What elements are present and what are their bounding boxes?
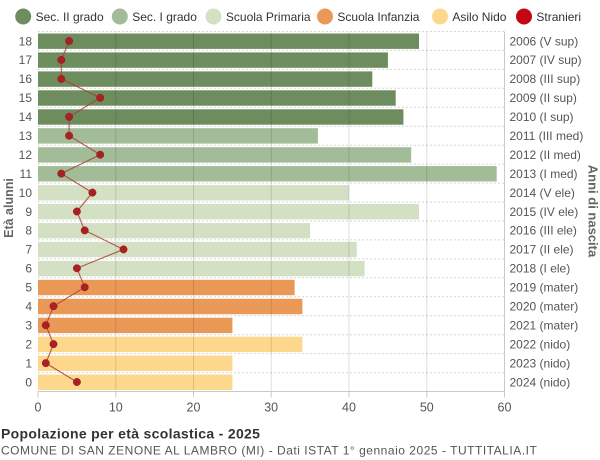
svg-text:2018 (I ele): 2018 (I ele) (510, 262, 571, 276)
svg-text:17: 17 (19, 53, 33, 67)
svg-text:2021 (mater): 2021 (mater) (510, 319, 579, 333)
svg-text:2011 (III med): 2011 (III med) (510, 129, 584, 143)
svg-text:11: 11 (20, 167, 33, 181)
svg-text:0: 0 (35, 401, 42, 415)
svg-text:Asilo Nido: Asilo Nido (452, 10, 506, 24)
svg-text:2: 2 (25, 337, 32, 351)
svg-text:40: 40 (342, 401, 356, 415)
svg-text:2024 (nido): 2024 (nido) (510, 375, 571, 389)
svg-text:6: 6 (25, 262, 32, 276)
svg-text:10: 10 (109, 401, 123, 415)
svg-text:60: 60 (498, 401, 512, 415)
svg-text:Sec. II grado: Sec. II grado (36, 10, 104, 24)
svg-text:2022 (nido): 2022 (nido) (510, 337, 571, 351)
svg-text:Scuola Primaria: Scuola Primaria (226, 10, 311, 24)
svg-text:10: 10 (19, 186, 33, 200)
svg-text:Anni di nascita: Anni di nascita (585, 165, 600, 258)
svg-text:8: 8 (25, 224, 32, 238)
svg-text:0: 0 (25, 375, 32, 389)
svg-text:2023 (nido): 2023 (nido) (510, 356, 571, 370)
svg-text:2006 (V sup): 2006 (V sup) (510, 34, 579, 48)
svg-text:50: 50 (420, 401, 434, 415)
svg-text:Sec. I grado: Sec. I grado (132, 10, 197, 24)
svg-text:Scuola Infanzia: Scuola Infanzia (337, 10, 419, 24)
svg-text:2008 (III sup): 2008 (III sup) (510, 72, 581, 86)
svg-text:15: 15 (19, 91, 33, 105)
svg-text:2017 (II ele): 2017 (II ele) (510, 243, 574, 257)
svg-text:Età alunni: Età alunni (2, 178, 16, 238)
svg-text:2020 (mater): 2020 (mater) (510, 300, 579, 314)
svg-text:7: 7 (25, 243, 32, 257)
svg-text:COMUNE DI SAN ZENONE AL LAMBRO: COMUNE DI SAN ZENONE AL LAMBRO (MI) - Da… (1, 444, 537, 458)
svg-text:2015 (IV ele): 2015 (IV ele) (510, 205, 579, 219)
svg-text:5: 5 (25, 281, 32, 295)
svg-text:2019 (mater): 2019 (mater) (510, 281, 579, 295)
svg-text:14: 14 (19, 110, 33, 124)
svg-text:20: 20 (187, 401, 201, 415)
svg-text:Stranieri: Stranieri (536, 10, 581, 24)
svg-text:30: 30 (264, 401, 278, 415)
svg-text:3: 3 (25, 319, 32, 333)
svg-text:13: 13 (19, 129, 33, 143)
svg-text:2014 (V ele): 2014 (V ele) (510, 186, 575, 200)
svg-text:9: 9 (25, 205, 32, 219)
svg-text:18: 18 (19, 34, 33, 48)
svg-text:16: 16 (19, 72, 33, 86)
svg-text:Popolazione per età scolastica: Popolazione per età scolastica - 2025 (1, 426, 260, 442)
svg-text:12: 12 (19, 148, 33, 162)
svg-text:4: 4 (25, 300, 32, 314)
svg-text:2009 (II sup): 2009 (II sup) (510, 91, 577, 105)
svg-text:1: 1 (25, 356, 32, 370)
svg-text:2016 (III ele): 2016 (III ele) (510, 224, 577, 238)
svg-text:2013 (I med): 2013 (I med) (510, 167, 578, 181)
svg-text:2010 (I sup): 2010 (I sup) (510, 110, 574, 124)
svg-text:2012 (II med): 2012 (II med) (510, 148, 581, 162)
svg-text:2007 (IV sup): 2007 (IV sup) (510, 53, 582, 67)
